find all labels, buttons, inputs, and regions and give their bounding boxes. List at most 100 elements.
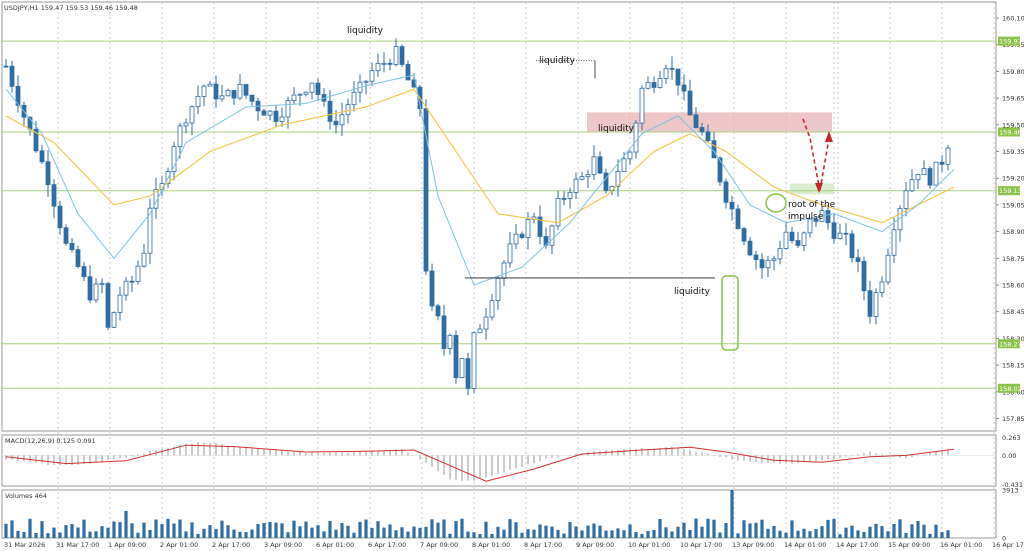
candle-body	[81, 266, 87, 278]
volume-bar	[778, 530, 782, 538]
candle-body	[645, 82, 651, 89]
x-tick-label: 7 Apr 09:00	[420, 541, 458, 549]
volume-bar	[580, 530, 584, 538]
candle-body	[189, 106, 195, 124]
candle-body	[759, 259, 765, 269]
volume-bar	[388, 524, 392, 538]
volume-bar	[334, 529, 338, 538]
candle-body	[549, 225, 555, 246]
price-label-box	[998, 127, 1020, 137]
candle-body	[603, 172, 609, 191]
volume-bar	[676, 526, 680, 538]
candle-body	[597, 156, 603, 174]
candles-group	[3, 38, 951, 396]
volume-bar	[28, 518, 32, 538]
volume-bar	[790, 520, 794, 538]
annotation-liquidity: liquidity	[539, 56, 576, 66]
volume-bar	[940, 532, 944, 538]
price-label: 159.46	[999, 128, 1022, 136]
x-tick-label: 6 Apr 17:00	[368, 541, 406, 549]
x-tick-label: 2 Apr 01:00	[160, 541, 198, 549]
volume-bar	[868, 526, 872, 538]
macd-histogram-group	[5, 442, 949, 481]
volumes-y-tick-label: 0	[1002, 535, 1006, 543]
candle-body	[435, 305, 441, 317]
volume-bar	[724, 522, 728, 538]
volume-bar	[196, 533, 200, 538]
volume-bar	[682, 522, 686, 538]
candle-body	[945, 147, 951, 165]
candle-body	[285, 100, 291, 118]
volume-bar	[880, 526, 884, 538]
candle-body	[573, 178, 579, 193]
candle-body	[741, 228, 747, 242]
candle-body	[861, 261, 867, 292]
candle-body	[339, 114, 345, 126]
volume-bar	[418, 527, 422, 538]
volume-bar	[214, 528, 218, 538]
volume-bar	[94, 531, 98, 538]
candle-body	[309, 82, 315, 93]
x-tick-label: 31 Mar 17:00	[56, 541, 99, 549]
demand-zone	[790, 183, 834, 195]
candle-body	[171, 146, 177, 173]
volume-bar	[802, 528, 806, 538]
candle-body	[33, 128, 39, 152]
volume-bar	[664, 527, 668, 538]
candle-body	[879, 281, 885, 294]
candle-body	[747, 240, 753, 256]
candle-body	[381, 62, 387, 65]
macd-y-tick-label: -0.431	[1002, 481, 1023, 489]
volume-bar	[544, 525, 548, 538]
x-tick-label: 10 Apr 01:00	[628, 541, 670, 549]
candle-body	[525, 219, 531, 238]
volume-bar	[166, 518, 170, 538]
price-label-box	[998, 383, 1020, 393]
candle-body	[75, 249, 81, 267]
candle-body	[291, 94, 297, 102]
candle-body	[267, 110, 273, 116]
volume-bar	[550, 526, 554, 538]
volume-bar	[184, 531, 188, 538]
candle-body	[795, 240, 801, 246]
volume-bar	[58, 532, 62, 538]
annotation-liquidity: liquidity	[347, 26, 384, 36]
volume-bar	[628, 524, 632, 538]
volume-bar	[622, 530, 626, 538]
x-tick-label: 8 Apr 01:00	[472, 541, 510, 549]
volumes-header: Volumes 464	[5, 492, 47, 500]
candle-body	[459, 358, 465, 378]
volume-bar	[154, 519, 158, 538]
volume-bar	[754, 522, 758, 538]
candle-body	[123, 280, 129, 296]
volume-bar	[130, 523, 134, 538]
volume-bar	[298, 526, 302, 538]
x-tick-label: 14 Apr 01:00	[784, 541, 826, 549]
price-panel-frame	[1, 1, 997, 432]
candle-body	[675, 68, 681, 86]
candle-body	[579, 176, 585, 180]
candle-body	[243, 84, 249, 96]
volume-bar	[466, 531, 470, 538]
volume-bar	[274, 522, 278, 538]
candle-body	[99, 283, 105, 285]
candle-body	[315, 82, 321, 95]
candle-body	[513, 233, 519, 245]
volume-bar	[226, 525, 230, 538]
volume-bar	[712, 519, 716, 538]
volume-bar	[904, 532, 908, 538]
volume-bar	[850, 525, 854, 538]
volume-bar	[886, 531, 890, 538]
arrow-head-icon	[825, 131, 833, 142]
candle-body	[207, 83, 213, 87]
candle-body	[687, 90, 693, 116]
volume-bar	[688, 529, 692, 538]
candle-body	[399, 46, 405, 65]
volume-bar	[322, 531, 326, 538]
volume-bar	[370, 527, 374, 538]
x-tick-label: 3 Apr 09:00	[264, 541, 302, 549]
volume-bar	[838, 534, 842, 538]
volume-bar	[646, 530, 650, 538]
volume-bar	[442, 519, 446, 538]
